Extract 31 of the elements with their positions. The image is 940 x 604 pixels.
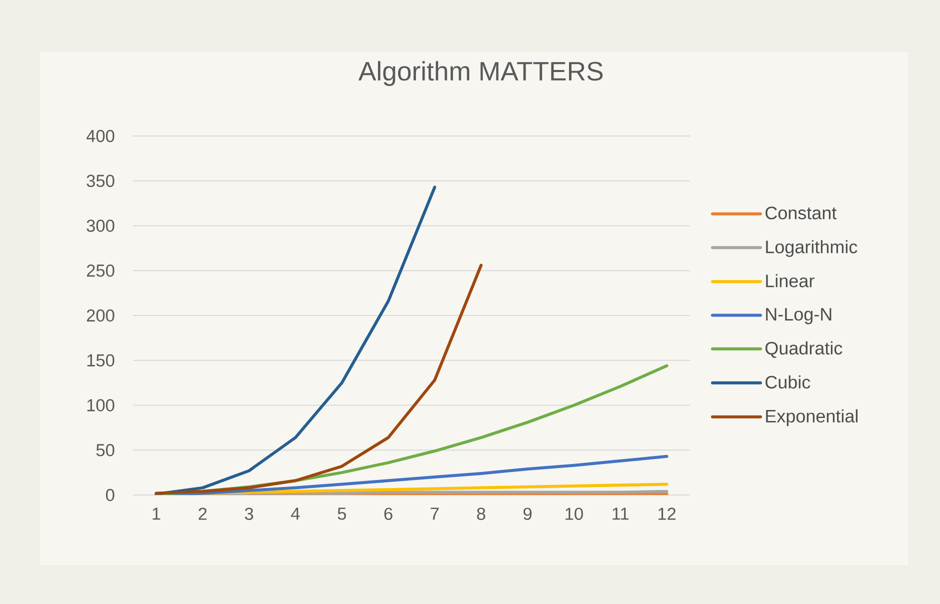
x-tick-label: 7 [430, 508, 439, 520]
x-tick-label: 9 [524, 508, 532, 520]
y-tick-label: 50 [96, 444, 114, 456]
legend-label: Cubic [766, 375, 810, 389]
x-tick-label: 10 [566, 508, 583, 520]
x-tick-label: 3 [244, 508, 254, 520]
y-tick-label: 0 [106, 488, 114, 502]
legend-label: Linear [766, 274, 814, 288]
y-tick-label: 200 [86, 309, 114, 322]
line-series [154, 186, 436, 495]
x-tick-label: 4 [291, 508, 300, 520]
legend-label: Exponential [766, 409, 858, 426]
x-tick-label: 6 [384, 508, 392, 520]
line-series [154, 264, 483, 495]
x-tick-label: 1 [152, 508, 160, 520]
legend-label: Quadratic [765, 341, 842, 358]
x-tick-label: 5 [338, 508, 346, 520]
y-tick-label: 250 [86, 264, 114, 277]
y-tick-label: 350 [86, 174, 114, 188]
y-tick-label: 150 [87, 354, 114, 366]
x-tick-label: 11 [612, 508, 629, 520]
legend-label: Logarithmic [766, 240, 858, 257]
y-tick-label: 300 [86, 220, 114, 232]
legend-label: Constant [766, 206, 837, 220]
x-tick-label: 2 [198, 508, 207, 520]
y-tick-label: 100 [87, 399, 114, 412]
chart-title: Algorithm MATTERS [358, 61, 603, 86]
x-tick-label: 12 [658, 508, 676, 520]
legend-label: N-Log-N [766, 308, 832, 324]
y-tick-label: 400 [86, 130, 114, 142]
x-tick-label: 8 [477, 508, 486, 520]
